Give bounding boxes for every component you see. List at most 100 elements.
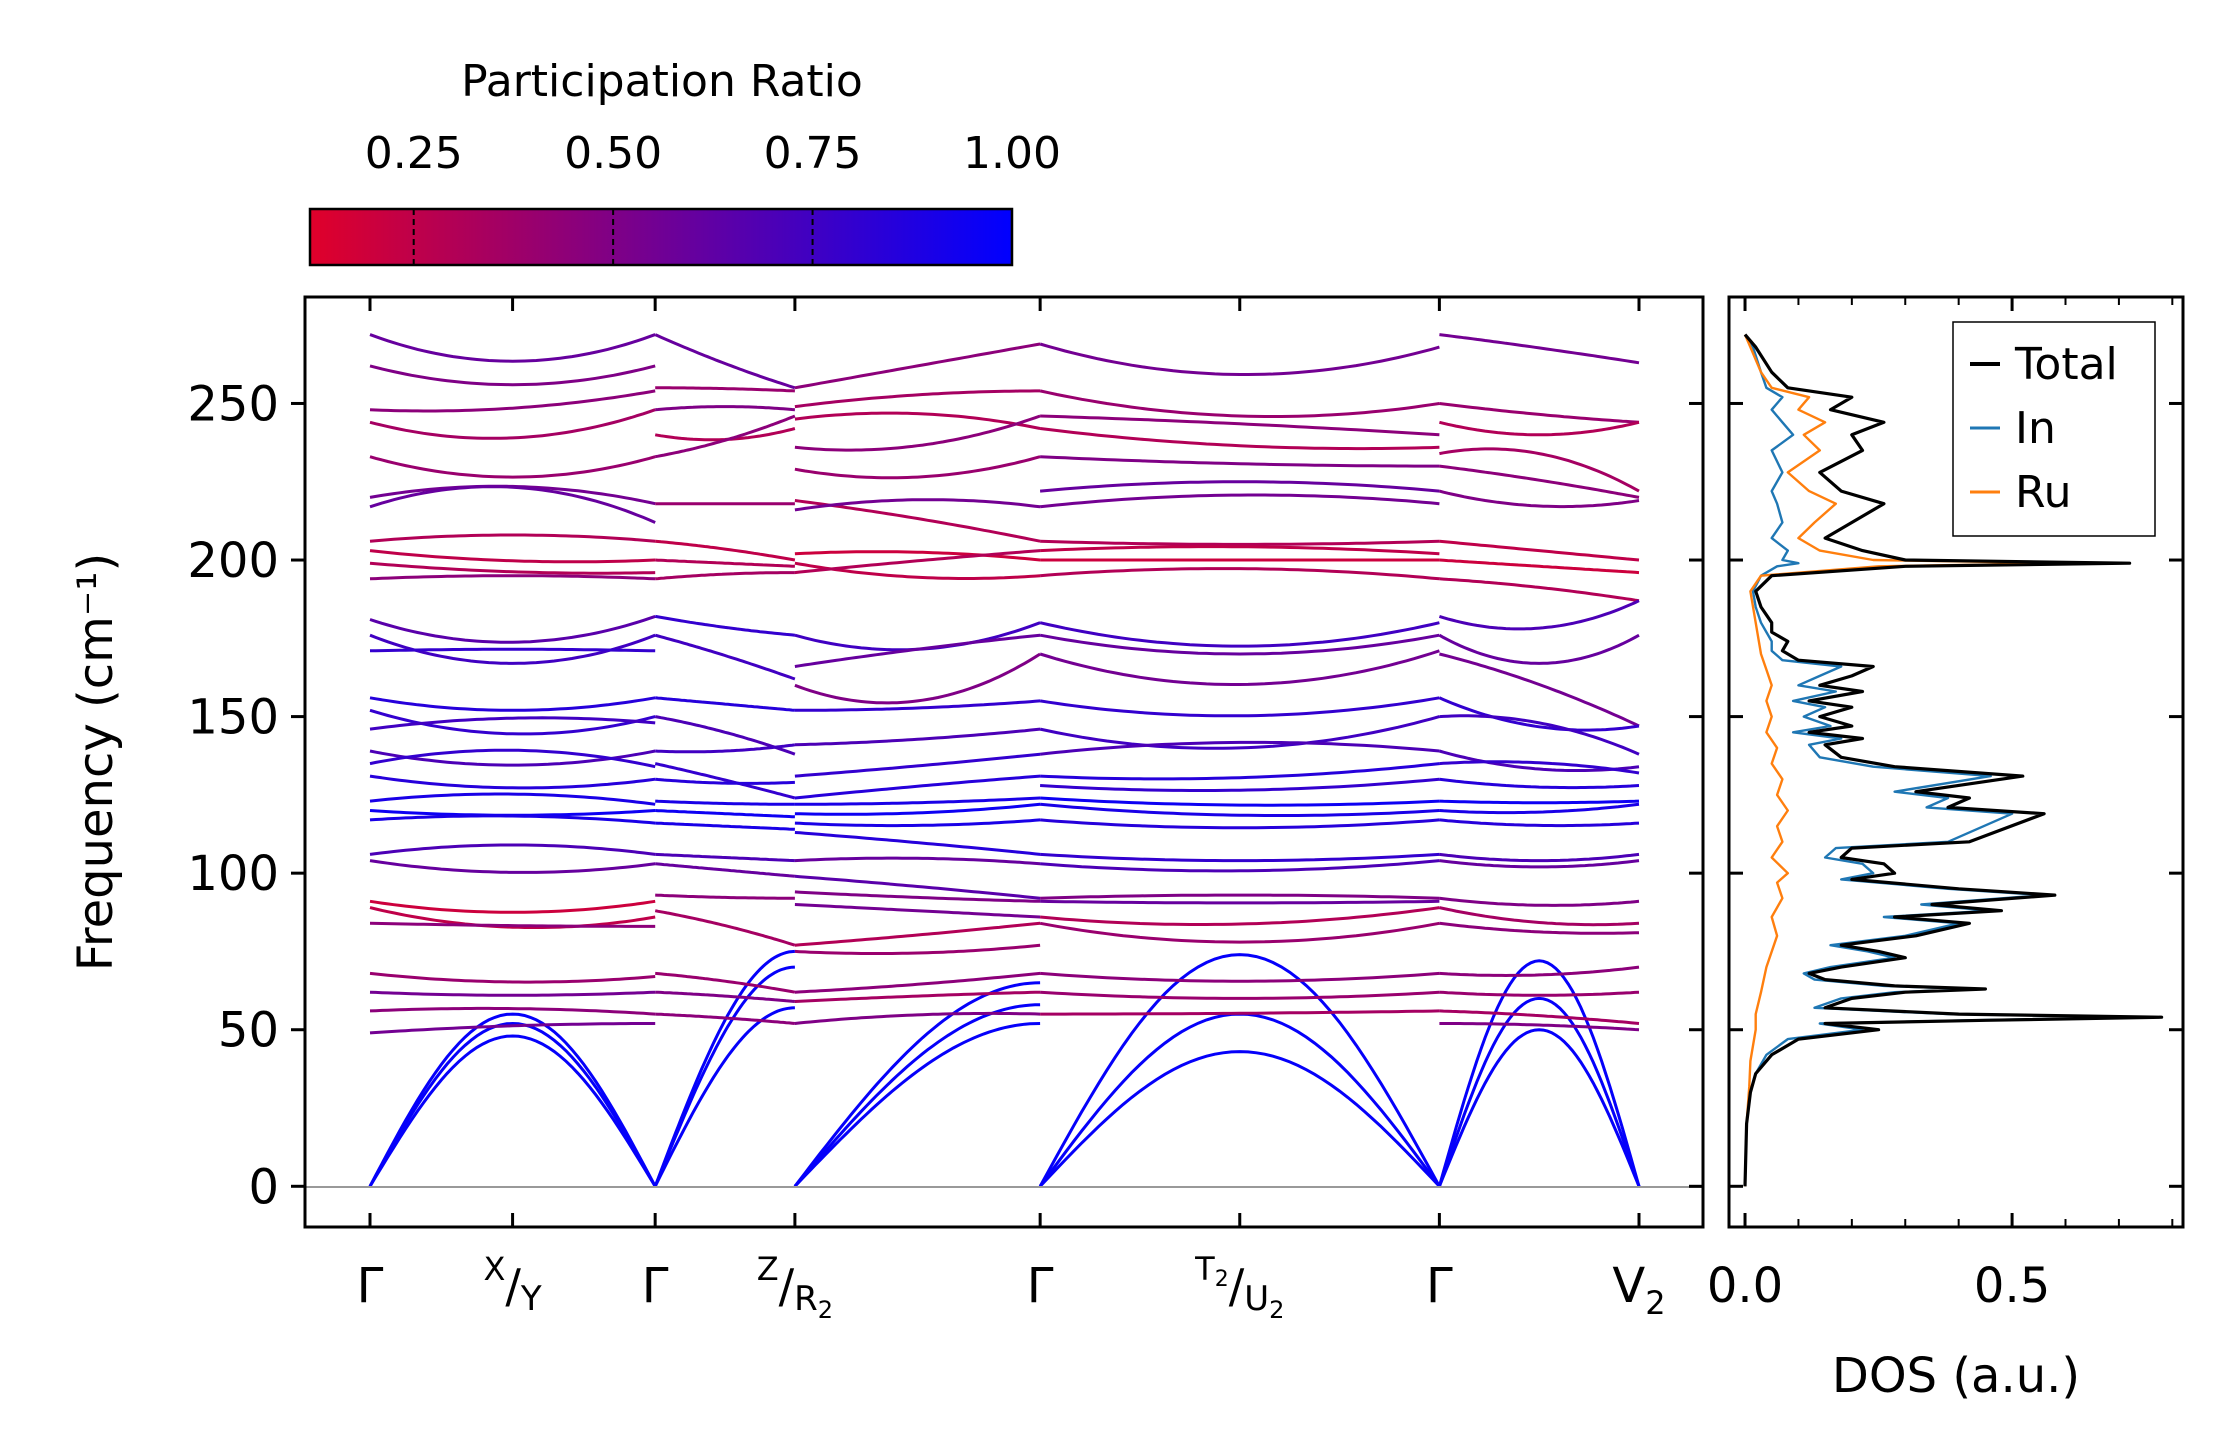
x-tick-label: T2/U2 [1194,1250,1284,1324]
optical-branch [1039,389,1440,418]
optical-branch [655,1012,796,1025]
optical-branch [655,558,795,568]
optical-branch [1040,762,1440,781]
optical-branch [369,716,656,731]
optical-branch [655,809,795,819]
optical-branch [655,799,795,806]
optical-branch [794,550,1041,562]
optical-branch [794,652,1041,705]
optical-branch [1439,447,1640,493]
optical-branch [1040,1009,1440,1016]
optical-branch [794,389,1041,409]
x-tick-label: Γ [357,1258,384,1314]
optical-branch [794,874,1041,900]
optical-branch [655,539,796,562]
optical-branch [794,499,1041,543]
optical-branch [1439,652,1640,728]
optical-branch [655,821,795,831]
optical-branch [369,859,656,874]
optical-branch [655,777,795,785]
optical-branch [369,485,656,524]
optical-branch [1039,649,1440,686]
optical-branch [1439,859,1640,869]
optical-branch [1439,464,1640,499]
optical-branch [794,856,1041,866]
optical-branch [1439,489,1640,509]
optical-branch [794,561,1041,580]
optical-branch [1039,427,1440,451]
optical-branch [794,414,1041,452]
acoustic-branch [653,1006,795,1187]
optical-branch [369,574,656,581]
optical-branch [1439,777,1640,790]
acoustic-branch [793,981,1041,1188]
dos-series-total [1743,333,2164,1187]
optical-branch [369,792,656,806]
optical-branch [369,333,656,363]
optical-branch [1040,893,1440,900]
optical-branch [1439,402,1640,424]
y-axis-label: Frequency (cm⁻¹) [68,553,124,971]
optical-branch [369,971,656,984]
optical-branch [794,921,1041,947]
acoustic-branch [1038,953,1441,1188]
optical-branch [1439,420,1640,437]
optical-branch [369,748,656,769]
acoustic-branch [368,1034,657,1188]
optical-branch [1039,480,1440,493]
optical-branch [794,727,1041,747]
colorbar-tick-label: 0.50 [564,128,662,179]
y-tick-label: 250 [187,376,279,432]
acoustic-branch [368,1021,657,1188]
optical-branch [369,696,656,712]
optical-branch [794,831,1041,856]
optical-branch [1039,633,1440,656]
legend-label-in: In [2015,403,2056,454]
band-segment [653,333,796,1187]
optical-branch [1039,342,1440,376]
acoustic-branch [1038,1012,1441,1188]
optical-branch [369,647,656,653]
colorbar-ticks: 0.25 0.50 0.75 1.00 [365,128,1061,179]
optical-branch [369,408,656,440]
optical-branch [369,990,656,997]
optical-branch [1439,333,1640,365]
optical-branch [1040,777,1440,792]
optical-branch [794,1011,1041,1025]
acoustic-branch [1437,959,1641,1187]
optical-branch [369,921,656,928]
optical-branch [654,909,796,947]
y-tick-label: 200 [187,533,279,589]
optical-branch [794,943,1041,955]
colorbar-tick-label: 0.75 [764,128,862,179]
optical-branch [1039,921,1440,944]
x-tick-label: Γ [642,1258,669,1314]
optical-branch [794,455,1041,480]
optical-branch [369,455,656,479]
optical-branch [369,814,656,825]
y-tick-label: 100 [187,846,279,902]
band-lines [368,333,1641,1188]
acoustic-branch [1437,996,1641,1187]
optical-branch [794,752,1041,778]
legend-label-total: Total [2014,339,2118,390]
acoustic-branch [368,1012,657,1188]
optical-branch [369,809,656,817]
optical-branch [794,796,1041,806]
optical-branch [655,971,796,994]
optical-branch [1439,714,1640,756]
dos-axis-ticks: 0.0 0.5 [1707,297,2183,1314]
x-tick-label: Γ [1027,1258,1054,1314]
optical-branch [1039,971,1440,983]
optical-branch [369,1006,656,1016]
optical-branch [369,1022,656,1035]
y-tick-label: 50 [218,1003,279,1059]
optical-branch [1439,760,1640,775]
optical-branch [369,561,656,575]
x-tick-label: V2 [1612,1258,1665,1322]
x-axis-label-dos: DOS (a.u.) [1832,1348,2080,1404]
dos-legend: Total In Ru [1952,321,2156,537]
dos-x-tick-label: 0.0 [1707,1258,1783,1314]
optical-branch [655,696,796,712]
